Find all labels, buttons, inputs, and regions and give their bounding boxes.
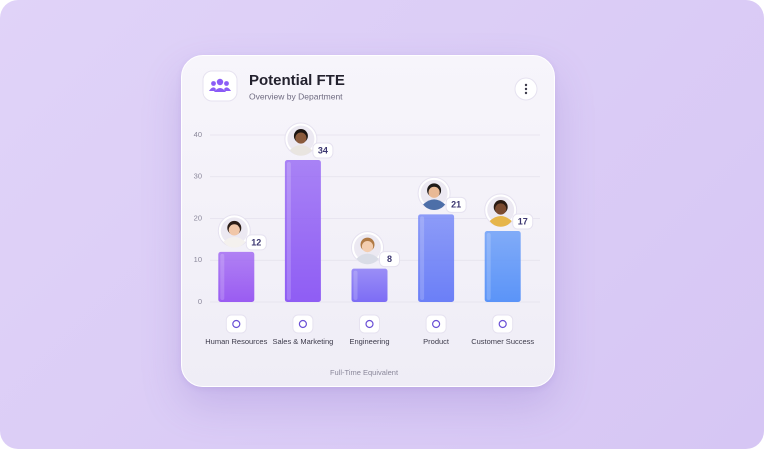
category-glyph [298,319,307,329]
bar [418,214,455,302]
avatar-body [423,199,446,210]
category-icon [492,314,514,334]
avatar-body [489,216,512,227]
avatar-face [361,241,374,253]
bar [218,251,255,302]
bar-highlight [420,216,425,300]
category-icon [359,314,380,334]
value-label: 8 [387,254,392,264]
header-icon [202,70,238,102]
category-glyph [232,319,241,329]
menu-dots [524,83,528,95]
value-label: 17 [518,216,528,226]
avatar-face [495,203,507,215]
value-badge [512,213,534,230]
people-icon [209,78,231,92]
bar [484,231,521,302]
x-tick-label: Customer Success [471,337,535,346]
bar-highlight [353,270,358,300]
category-glyph [432,319,441,329]
bar-highlight [486,233,491,300]
x-tick-label: Sales & Marketing [272,337,334,346]
value-badge [312,142,334,159]
category-glyph [365,319,374,329]
x-tick-label: Human Resources [205,337,268,346]
category-icon [225,314,247,334]
value-label: 12 [251,237,261,247]
avatar-face [428,186,440,198]
y-tick-label: 10 [194,255,202,264]
y-tick-label: 20 [194,213,202,222]
avatar-face [228,224,240,236]
x-axis-label: Full-Time Equivalent [330,368,399,377]
value-badge [445,196,467,213]
avatar-body [223,236,246,248]
value-badge [379,251,400,268]
title: Potential FTE [249,72,345,89]
x-tick-label: Engineering [349,337,390,346]
bar [351,268,388,302]
value-badge [245,234,267,251]
x-tick-label: Product [423,337,450,346]
bar [284,160,321,302]
y-tick-label: 40 [194,130,202,139]
subtitle: Overview by Department [249,91,343,101]
value-label: 34 [318,145,328,155]
category-icon [425,314,447,334]
avatar-body [356,253,379,265]
bar-highlight [220,253,225,300]
category-glyph [498,319,507,329]
avatar-face [295,132,307,144]
value-label: 21 [451,200,461,210]
y-tick-label: 0 [198,297,202,306]
bar-highlight [286,162,291,300]
category-icon [292,314,314,334]
y-tick-label: 30 [194,172,202,181]
avatar-body [289,145,312,156]
